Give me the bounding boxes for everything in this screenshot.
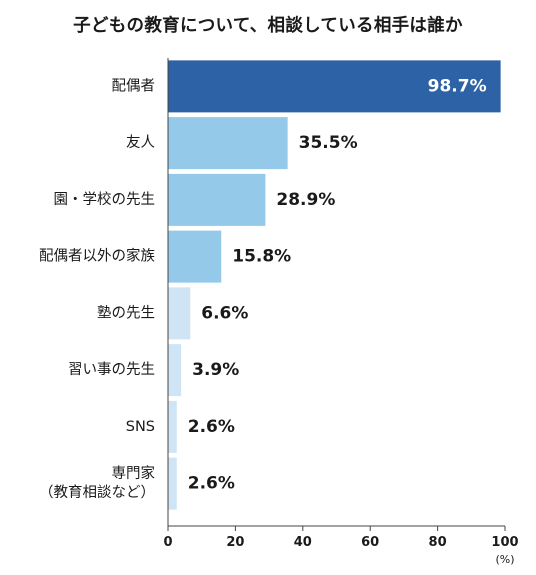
value-label-7: 2.6% <box>188 474 235 494</box>
bar-4 <box>168 287 191 340</box>
x-unit-label: (%) <box>495 553 514 566</box>
category-label-2: 園・学校の先生 <box>54 191 156 208</box>
value-label-0: 98.7% <box>428 76 487 96</box>
category-label-4: 塾の先生 <box>97 304 155 321</box>
x-tick-label-0: 0 <box>163 535 172 550</box>
bar-3 <box>168 230 222 283</box>
bar-1 <box>168 117 288 170</box>
x-tick-label-4: 80 <box>429 535 447 550</box>
category-label-6: SNS <box>126 419 155 435</box>
category-label-0: 配偶者 <box>112 77 156 94</box>
category-label-5: 習い事の先生 <box>68 361 155 378</box>
value-label-5: 3.9% <box>192 360 239 380</box>
category-label-1: 友人 <box>126 134 155 151</box>
value-label-3: 15.8% <box>232 247 291 267</box>
bar-6 <box>168 400 177 453</box>
value-label-4: 6.6% <box>201 303 248 323</box>
value-label-2: 28.9% <box>276 190 335 210</box>
x-tick-label-5: 100 <box>491 535 518 550</box>
bar-2 <box>168 173 266 226</box>
category-label-3: 配偶者以外の家族 <box>39 248 155 265</box>
category-label-7-0: 専門家 <box>112 465 156 482</box>
bar-5 <box>168 344 182 397</box>
bar-7 <box>168 457 177 510</box>
x-tick-label-3: 60 <box>361 535 379 550</box>
bar-0 <box>168 60 501 113</box>
value-label-6: 2.6% <box>188 417 235 437</box>
x-tick-label-2: 40 <box>294 535 312 550</box>
category-label-7-1: （教育相談など） <box>39 484 155 501</box>
value-label-1: 35.5% <box>299 133 358 153</box>
x-tick-label-1: 20 <box>226 535 244 550</box>
bars-group: 98.7% 35.5% 28.9% 15.8% 6.6% 3.9% 2.6% 2.6% <box>168 60 501 510</box>
chart-title: 子どもの教育について、相談している相手は誰か <box>73 16 463 36</box>
